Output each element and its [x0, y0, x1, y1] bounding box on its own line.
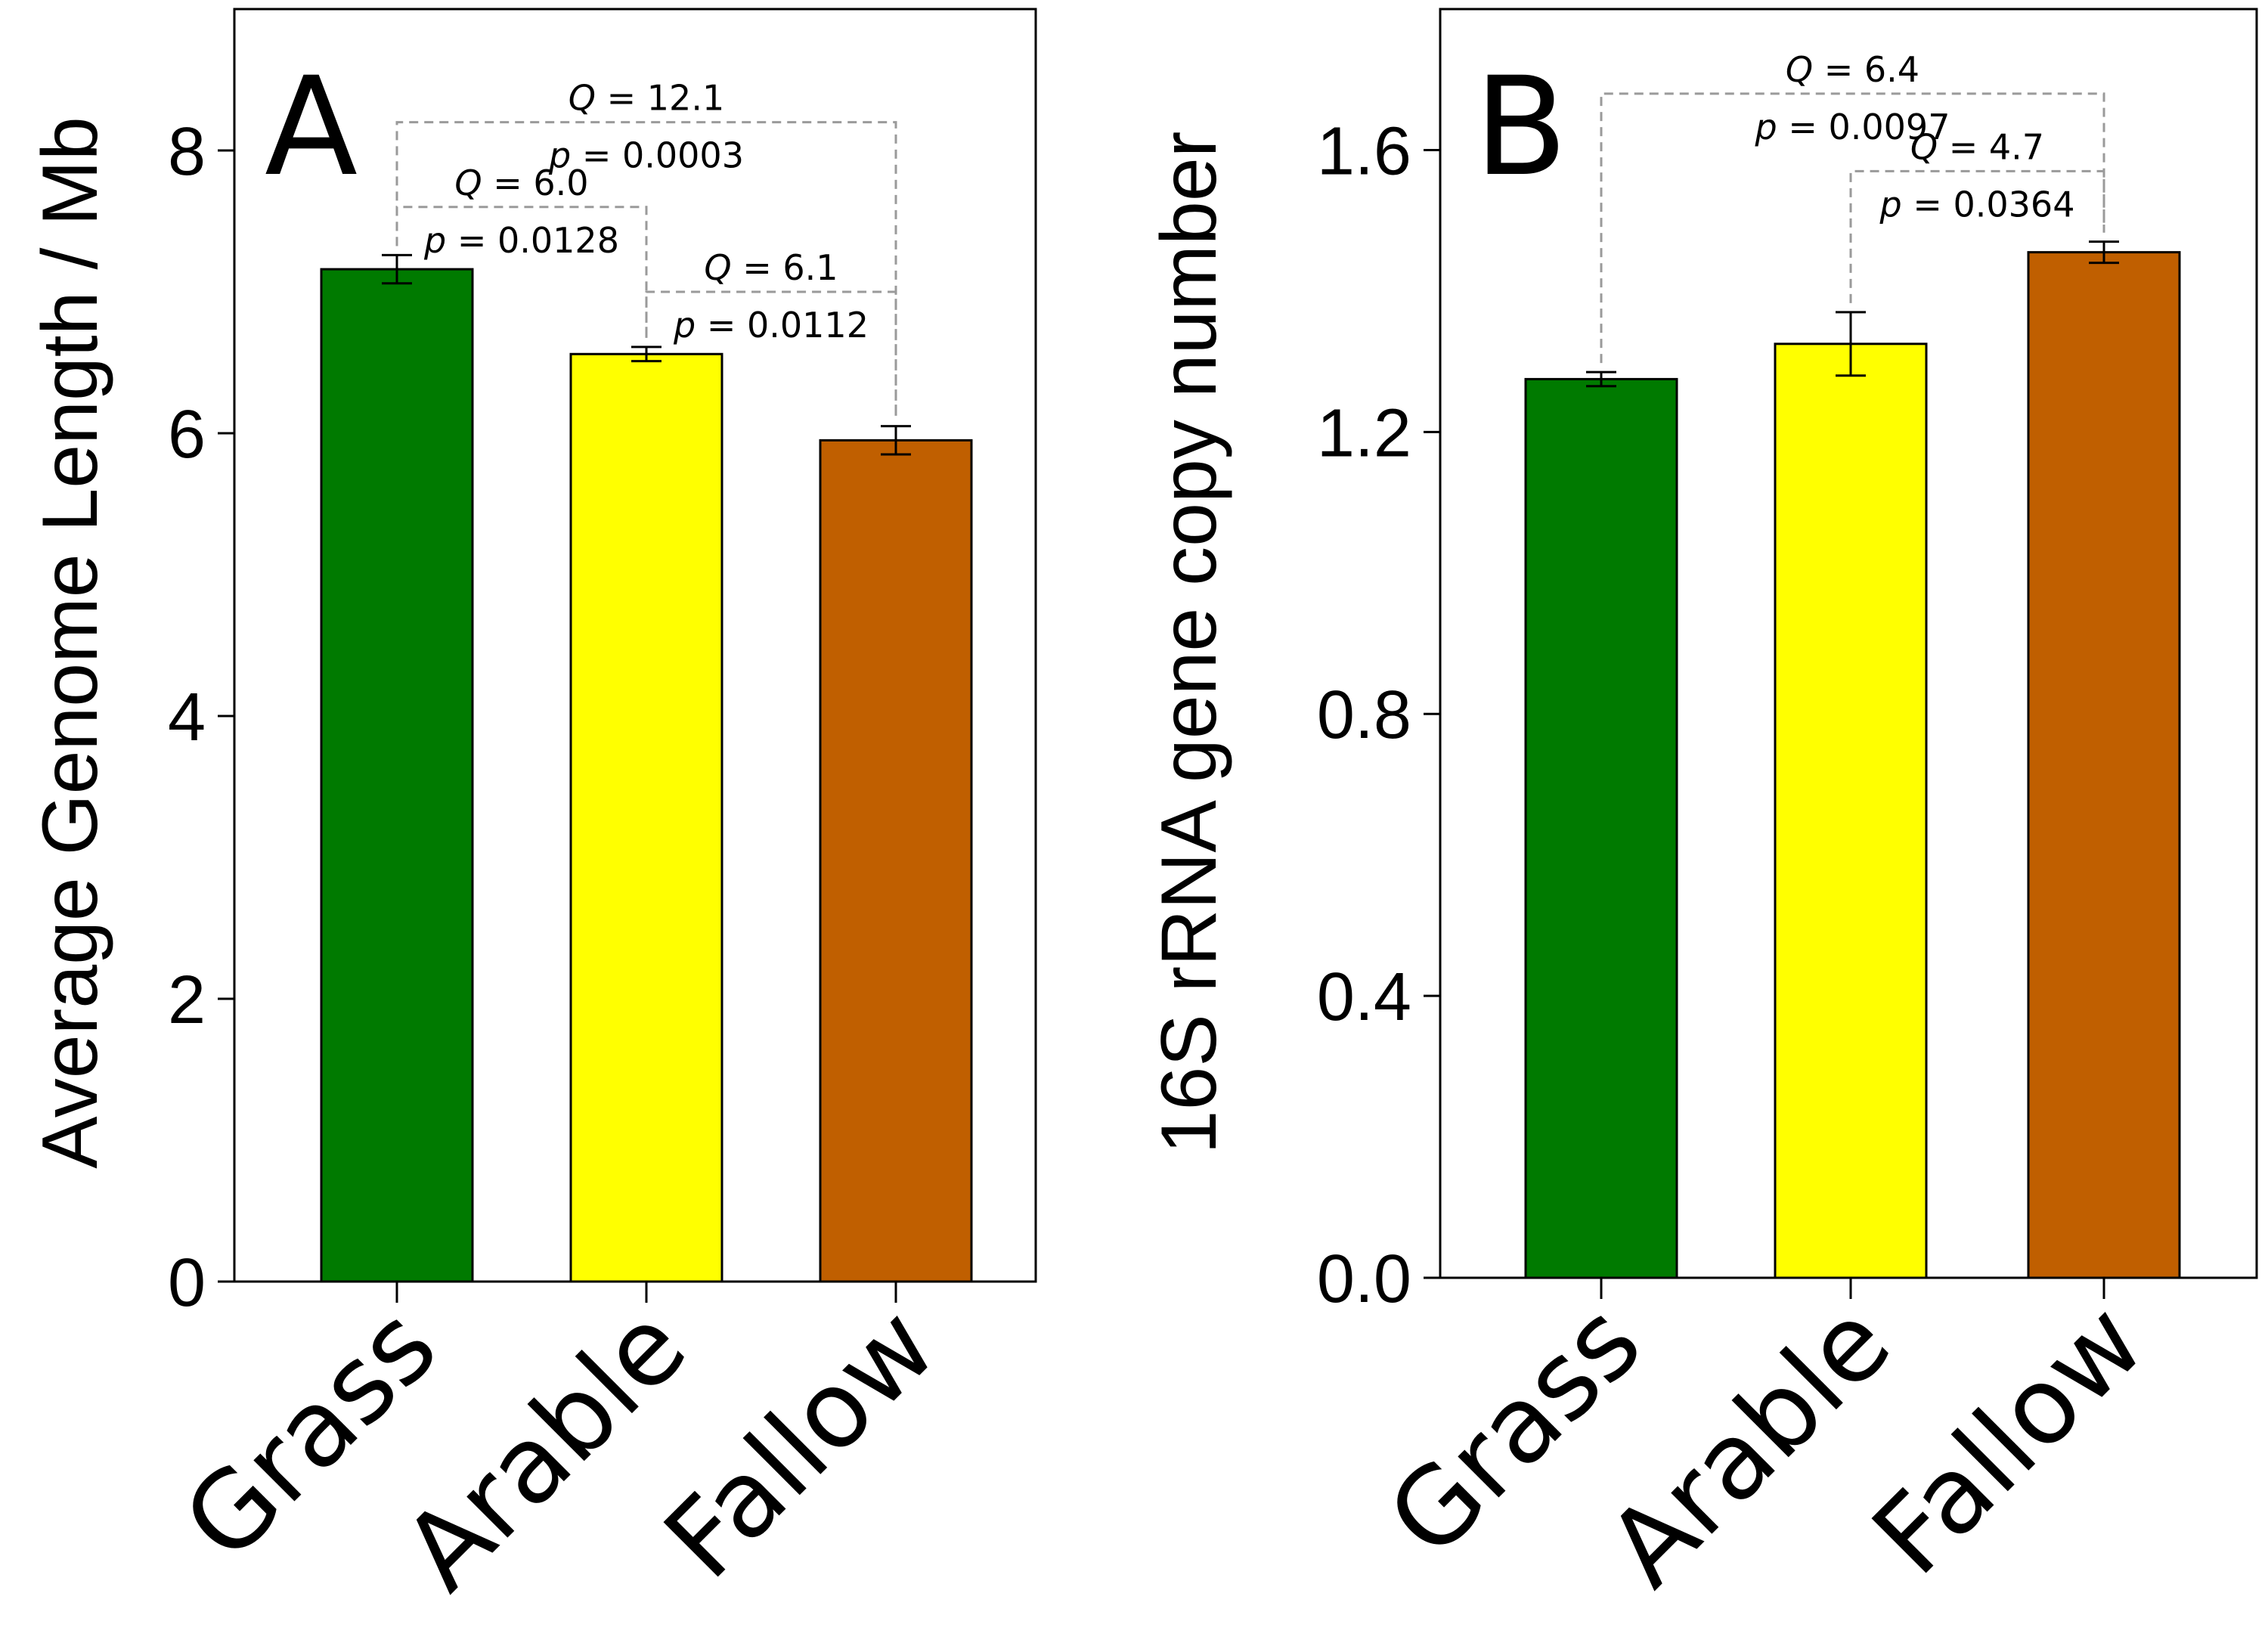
panel-a-significance-bracket [395, 121, 897, 417]
panel-a-q-statistic: Q = 6.1 [704, 247, 838, 288]
panel-b-q-statistic: Q = 6.4 [1786, 49, 1919, 90]
panel-b-significance-bracket [1600, 92, 2105, 364]
panel-b-category-label-fallow: Fallow [1850, 1281, 2167, 1598]
panel-a-y-tick-label: 8 [168, 114, 206, 190]
panel-a-y-tick-label: 6 [168, 397, 206, 473]
panel-a-y-tick-label: 0 [168, 1245, 206, 1321]
panel-b-chart: B 16S rRNA gene copy number 0.0 0.4 0.8 1.2… [1145, 8, 2258, 1610]
panel-a-bar-arable [569, 352, 723, 1283]
panel-a-letter: A [265, 48, 358, 206]
panel-b-y-tick-label: 1.6 [1317, 113, 1411, 189]
panel-b-y-tick-label: 1.2 [1317, 395, 1411, 471]
panel-b-bar-grass [1524, 377, 1678, 1279]
panel-a-bar-fallow [819, 439, 973, 1283]
panel-a-q-statistic: Q = 12.1 [569, 78, 724, 119]
panel-a-y-axis-label: Average Genome Length / Mb [26, 116, 114, 1168]
panel-b-y-axis-label: 16S rRNA gene copy number [1145, 132, 1233, 1155]
panel-b-q-statistic: Q = 4.7 [1910, 126, 2044, 167]
panel-b-p-value: p = 0.0097 [1755, 107, 1950, 147]
panel-b-y-tick-label: 0.8 [1317, 677, 1411, 753]
panel-a-q-statistic: Q = 6.0 [454, 163, 588, 203]
panel-a-p-value: p = 0.0128 [423, 220, 619, 261]
panel-b-p-value: p = 0.0364 [1879, 184, 2075, 225]
panel-a-y-tick-label: 4 [168, 680, 206, 755]
panel-b-significance-bracket [1849, 169, 2105, 303]
panel-b-bar-fallow [2027, 251, 2181, 1279]
panel-b-letter: B [1474, 48, 1568, 206]
panel-a-category-label-fallow: Fallow [642, 1285, 959, 1602]
panel-b-y-tick-label: 0.4 [1317, 959, 1411, 1035]
panel-b-category-label-arable: Arable [1585, 1281, 1914, 1610]
panel-a-chart: A Average Genome Length / Mb 02468GrassA… [26, 8, 1037, 1614]
panel-a-significance-bracket [395, 206, 648, 338]
panel-a-bar-grass [320, 268, 474, 1283]
panel-b-y-tick-label: 0.0 [1317, 1241, 1411, 1317]
panel-a-p-value: p = 0.0003 [548, 135, 744, 176]
panel-a-category-label-arable: Arable [380, 1285, 710, 1614]
panel-b-bar-arable [1774, 343, 1928, 1279]
panel-a-significance-bracket [645, 290, 897, 417]
panel-a-p-value: p = 0.0112 [673, 305, 869, 346]
panel-a-y-tick-label: 2 [168, 962, 206, 1038]
